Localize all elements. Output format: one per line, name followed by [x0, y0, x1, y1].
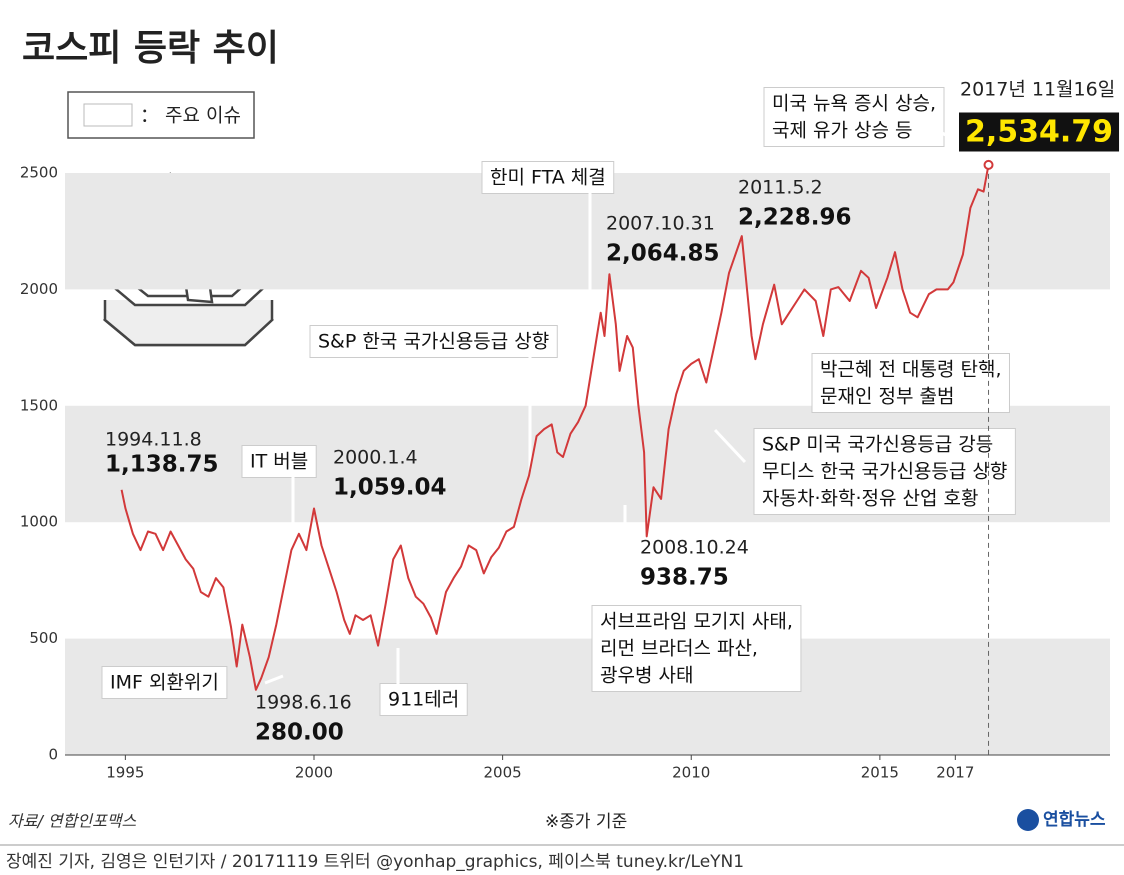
event-box — [379, 683, 468, 716]
event: IMF 외환위기 — [101, 666, 228, 699]
event-pointer — [264, 674, 284, 685]
event-text: 무디스 한국 국가신용등급 상향 — [762, 461, 1007, 483]
event-box — [591, 605, 802, 692]
y-tick-label: 2500 — [20, 164, 58, 182]
event-text: 911테러 — [388, 689, 459, 711]
event-text: 한미 FTA 체결 — [490, 167, 606, 189]
source: 자료/ 연합인포맥스 — [8, 812, 137, 831]
event: IT 버블 — [241, 445, 317, 478]
note: ※종가 기준 — [545, 812, 627, 832]
event-text: 서브프라임 모기지 사태, — [600, 611, 793, 633]
event-box — [101, 666, 228, 699]
annotation-date: 2011.5.2 — [738, 177, 823, 199]
event-text: 국제 유가 상승 등 — [772, 120, 912, 142]
event-text: 리먼 브라더스 파산, — [600, 638, 758, 660]
event-text: S&P 미국 국가신용등급 강등 — [762, 434, 993, 456]
annotation-value: 1,138.75 — [105, 452, 219, 478]
event: 서브프라임 모기지 사태, 리먼 브라더스 파산, 광우병 사태 — [591, 605, 802, 692]
event-box — [753, 428, 1016, 515]
event-pointer — [956, 309, 962, 346]
x-tick-label: 2015 — [861, 764, 899, 782]
legend-swatch — [83, 103, 133, 127]
y-tick-label: 1500 — [20, 396, 58, 414]
annotation-date: 2000.1.4 — [333, 447, 418, 469]
x-tick-label: 2005 — [484, 764, 522, 782]
chart-title: 코스피 등락 추이 — [22, 28, 279, 69]
x-tick-label: 2017 — [936, 764, 974, 782]
event-text: S&P 한국 국가신용등급 상향 — [318, 331, 549, 353]
annotation-date: 2007.10.31 — [606, 213, 715, 235]
event-text: 문재인 정부 출범 — [820, 386, 954, 408]
event: S&P 한국 국가신용등급 상향 — [309, 325, 558, 358]
event-box — [309, 325, 558, 358]
annotation-value: 2,228.96 — [738, 205, 852, 231]
x-tick-label: 2010 — [672, 764, 710, 782]
event-text: IT 버블 — [250, 451, 308, 473]
logo-mark — [1017, 809, 1039, 831]
event-pointer — [713, 428, 747, 464]
annotation-value: 938.75 — [640, 565, 729, 591]
annotation-value: 280.00 — [255, 720, 344, 746]
event-box — [481, 161, 615, 194]
event-text: 박근혜 전 대통령 탄핵, — [820, 359, 1001, 381]
y-tick-label: 500 — [29, 629, 58, 647]
event-box — [241, 445, 317, 478]
x-tick-label: 2000 — [295, 764, 333, 782]
y-tick-label: 0 — [48, 746, 58, 764]
x-tick-label: 1995 — [106, 764, 144, 782]
y-tick-label: 1000 — [20, 513, 58, 531]
annotation-value-box — [959, 112, 1120, 152]
event-text: 광우병 사태 — [600, 665, 693, 687]
legend-label: ： 주요 이슈 — [140, 105, 241, 127]
annotation-value: 2,534.79 — [965, 115, 1113, 150]
event-text: 자동차·화학·정유 산업 호황 — [762, 488, 978, 510]
annotation-date: 2017년 11월16일 — [960, 79, 1115, 101]
event: 박근혜 전 대통령 탄핵, 문재인 정부 출범 — [811, 353, 1010, 413]
event-text: 미국 뉴욕 증시 상승, — [772, 93, 936, 115]
event: 미국 뉴욕 증시 상승, 국제 유가 상승 등 — [763, 87, 945, 147]
annotation-date: 1994.11.8 — [105, 429, 202, 451]
event-box — [811, 353, 1010, 413]
event: 911테러 — [379, 683, 468, 716]
event-text: IMF 외환위기 — [110, 672, 219, 694]
event: 한미 FTA 체결 — [481, 161, 615, 194]
annotation-date: 1998.6.16 — [255, 692, 352, 714]
event-box — [763, 87, 945, 147]
kospi-line — [120, 164, 990, 691]
credit: 장예진 기자, 김영은 인턴기자 / 20171119 트위터 @yonhap_… — [6, 852, 744, 872]
annotation-date: 2008.10.24 — [640, 537, 749, 559]
logo: 연합뉴스 — [1043, 809, 1106, 830]
y-tick-label: 2000 — [20, 280, 58, 298]
annotation-marker — [983, 159, 994, 170]
grid-band — [65, 638, 1110, 755]
annotation-value: 1,059.04 — [333, 475, 447, 501]
annotation-value: 2,064.85 — [606, 241, 720, 267]
